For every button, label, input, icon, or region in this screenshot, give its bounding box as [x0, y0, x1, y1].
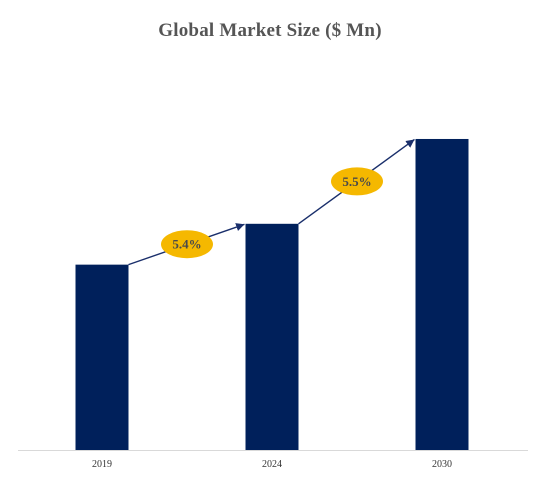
x-tick-label-2019: 2019 [92, 459, 112, 470]
x-tick-label-2030: 2030 [432, 459, 452, 470]
cagr-badge-2 [331, 167, 383, 196]
x-tick-label-2024: 2024 [262, 459, 282, 470]
cagr-label-1: 5.4% [172, 237, 201, 252]
bar-2030 [415, 138, 469, 450]
cagr-label-2: 5.5% [342, 174, 371, 189]
bars-layer [75, 138, 469, 450]
cagr-badge-1 [161, 230, 213, 259]
arrows-layer: 5.4% 5.5% [128, 138, 415, 266]
bar-2024 [245, 223, 299, 450]
labels-layer: 2019 2024 2030 [92, 459, 452, 470]
chart-title: Global Market Size ($ Mn) [158, 20, 382, 41]
bar-2019 [75, 264, 129, 450]
